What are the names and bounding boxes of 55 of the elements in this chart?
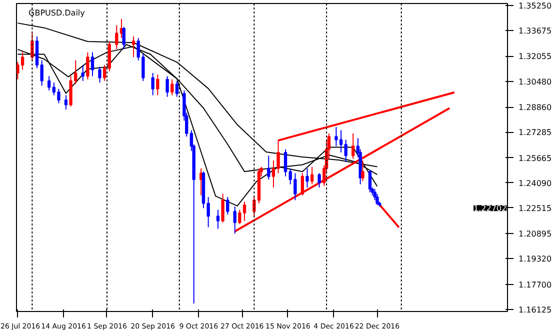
candlestick bbox=[156, 74, 160, 96]
y-tick-label: 1.33675 bbox=[518, 26, 552, 36]
candlestick bbox=[69, 76, 72, 107]
candlestick bbox=[170, 78, 174, 96]
candlestick bbox=[238, 209, 242, 225]
candlestick bbox=[166, 76, 169, 98]
y-tick-label: 1.17700 bbox=[518, 280, 552, 290]
candlestick bbox=[351, 132, 355, 160]
candlestick bbox=[102, 64, 106, 82]
text: GBPUSD.Daily bbox=[28, 8, 86, 18]
y-tick-label: 1.22515 bbox=[518, 204, 552, 213]
candlestick bbox=[81, 64, 84, 82]
candlestick bbox=[86, 52, 90, 80]
candlestick bbox=[284, 148, 288, 177]
annotation: 1.22702 bbox=[474, 204, 507, 214]
candlestick bbox=[368, 169, 372, 193]
candlestick bbox=[108, 40, 111, 72]
candlestick bbox=[344, 139, 348, 163]
y-tick-label: 1.30480 bbox=[518, 77, 552, 86]
y-tick-label: 1.16125 bbox=[518, 306, 552, 315]
candlestick bbox=[132, 36, 136, 58]
candlestick bbox=[216, 209, 220, 230]
candlestick bbox=[300, 172, 304, 196]
candlestick bbox=[47, 76, 51, 91]
candlestick bbox=[226, 196, 230, 216]
y-tick-label: 1.19320 bbox=[518, 254, 552, 264]
candlestick bbox=[206, 196, 210, 228]
candlestick bbox=[122, 26, 126, 50]
candlestick bbox=[310, 166, 314, 185]
candlestick bbox=[64, 94, 68, 110]
candlestick bbox=[233, 206, 236, 234]
candlestick bbox=[294, 172, 297, 201]
y-tick-label: 1.32055 bbox=[518, 52, 552, 62]
candlestick bbox=[90, 52, 94, 77]
candlestick bbox=[373, 188, 376, 201]
y-tick-label: 1.35250 bbox=[518, 1, 552, 10]
y-tick-label: 1.20895 bbox=[518, 230, 552, 239]
candlestick bbox=[115, 24, 118, 50]
y-tick-label: 1.24090 bbox=[518, 178, 552, 188]
candlestick bbox=[361, 160, 364, 182]
candlestick bbox=[306, 168, 309, 188]
candlestick bbox=[74, 60, 78, 85]
y-tick-label: 1.27285 bbox=[518, 128, 552, 138]
candlestick bbox=[267, 155, 270, 180]
candlestick bbox=[221, 193, 224, 223]
candlestick bbox=[98, 66, 102, 84]
candlestick bbox=[175, 80, 179, 98]
candlestick bbox=[151, 72, 154, 96]
y-tick-label: 1.28860 bbox=[518, 103, 552, 112]
candlestick bbox=[318, 172, 321, 188]
candlestick bbox=[376, 193, 379, 206]
candlestick bbox=[288, 168, 292, 185]
y-tick-label: 1.25665 bbox=[518, 154, 552, 163]
candlestick bbox=[242, 201, 246, 222]
candlestick bbox=[20, 52, 24, 70]
